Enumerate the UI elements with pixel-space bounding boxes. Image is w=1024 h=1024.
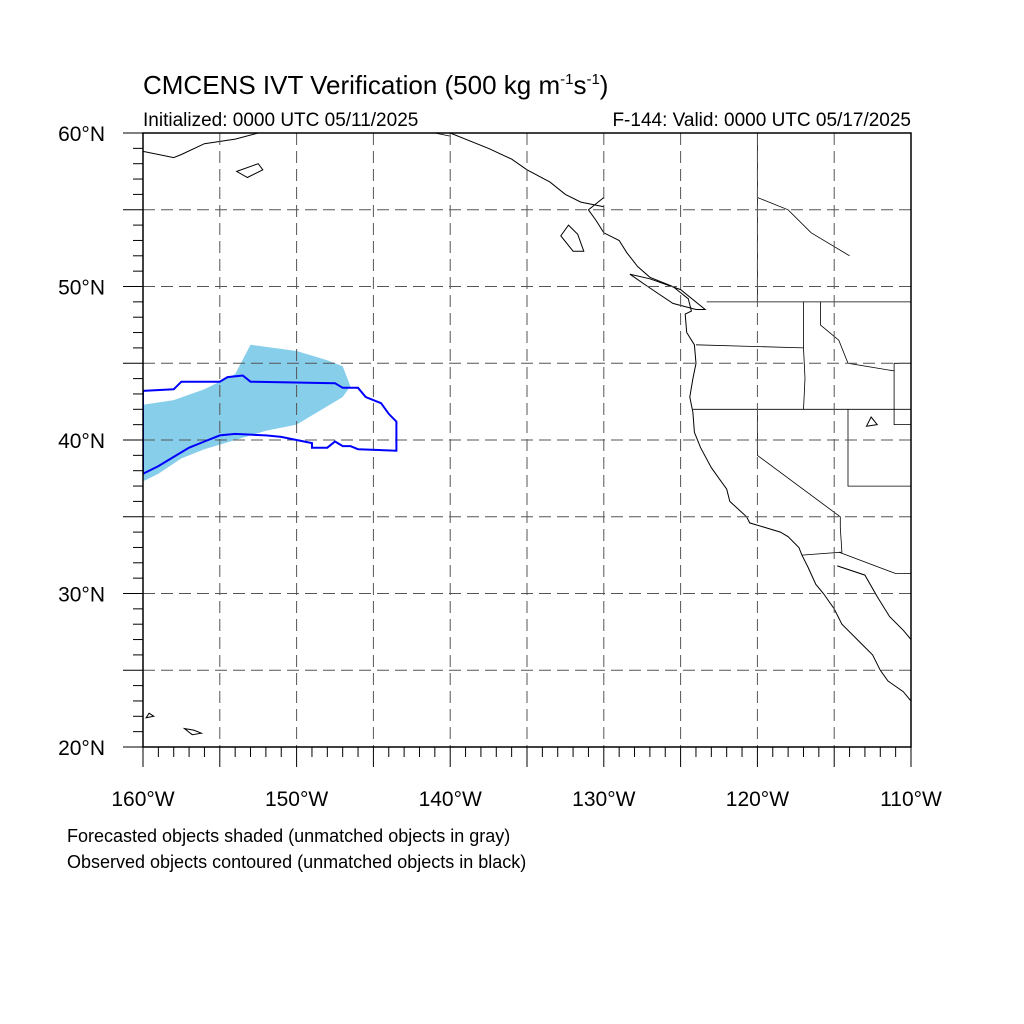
chart-title-exponent-2: -1 <box>586 71 600 88</box>
political-border <box>757 409 843 556</box>
forecast-object <box>143 344 351 482</box>
island-outline <box>629 273 707 310</box>
political-border <box>893 363 911 426</box>
island-outline <box>865 416 879 427</box>
latitude-tick-label: 60°N <box>58 123 105 146</box>
west-coast-line <box>587 197 911 702</box>
longitude-tick-label: 120°W <box>726 788 789 811</box>
latitude-tick-label: 30°N <box>58 584 105 607</box>
longitude-tick-label: 110°W <box>880 788 942 811</box>
observed-object-layer <box>143 374 398 475</box>
political-border <box>695 344 804 349</box>
political-border <box>757 197 850 257</box>
longitude-tick-label: 150°W <box>265 788 328 811</box>
island-outline <box>206 746 209 747</box>
latitude-tick-label: 20°N <box>58 737 105 760</box>
gulf-of-california-coast <box>837 565 911 640</box>
initialized-label: Initialized: 0000 UTC 05/11/2025 <box>143 110 419 131</box>
chart-title-end: ) <box>599 70 609 100</box>
longitude-tick-label: 140°W <box>419 788 482 811</box>
forecast-object-layer <box>143 344 351 482</box>
chart-title: CMCENS IVT Verification (500 kg m-1s-1) <box>143 70 608 101</box>
longitude-tick-label: 130°W <box>572 788 635 811</box>
island-outline <box>145 712 156 719</box>
observed-legend-note: Observed objects contoured (unmatched ob… <box>67 852 527 872</box>
alaska-coast-line <box>143 133 259 159</box>
gridline-layer <box>143 133 911 747</box>
political-border <box>847 409 911 487</box>
axis-label-layer: 60°N 50°N 40°N 30°N 20°N 160°W 150°W 140°W 130°W… <box>58 123 942 811</box>
island-outline <box>560 224 585 252</box>
chart-title-text: CMCENS IVT Verification (500 kg m <box>143 70 561 100</box>
alaska-panhandle-coast <box>450 133 604 208</box>
longitude-tick-label: 160°W <box>111 788 174 811</box>
political-border <box>820 301 895 372</box>
latitude-tick-label: 50°N <box>58 277 105 300</box>
political-border <box>838 551 911 574</box>
chart-title-exponent-1: -1 <box>560 71 574 88</box>
forecast-legend-note: Forecasted objects shaded (unmatched obj… <box>67 826 511 846</box>
forecast-valid-label: F-144: Valid: 0000 UTC 05/17/2025 <box>612 110 911 131</box>
tick-layer <box>123 132 912 767</box>
political-border <box>803 301 806 410</box>
coastline-layer <box>143 133 911 747</box>
map-frame <box>142 132 912 748</box>
latitude-tick-label: 40°N <box>58 430 105 453</box>
observed-object-contour <box>143 374 398 475</box>
island-outline <box>182 727 204 736</box>
chart-title-mid: s <box>573 70 587 100</box>
island-outline <box>235 163 264 179</box>
